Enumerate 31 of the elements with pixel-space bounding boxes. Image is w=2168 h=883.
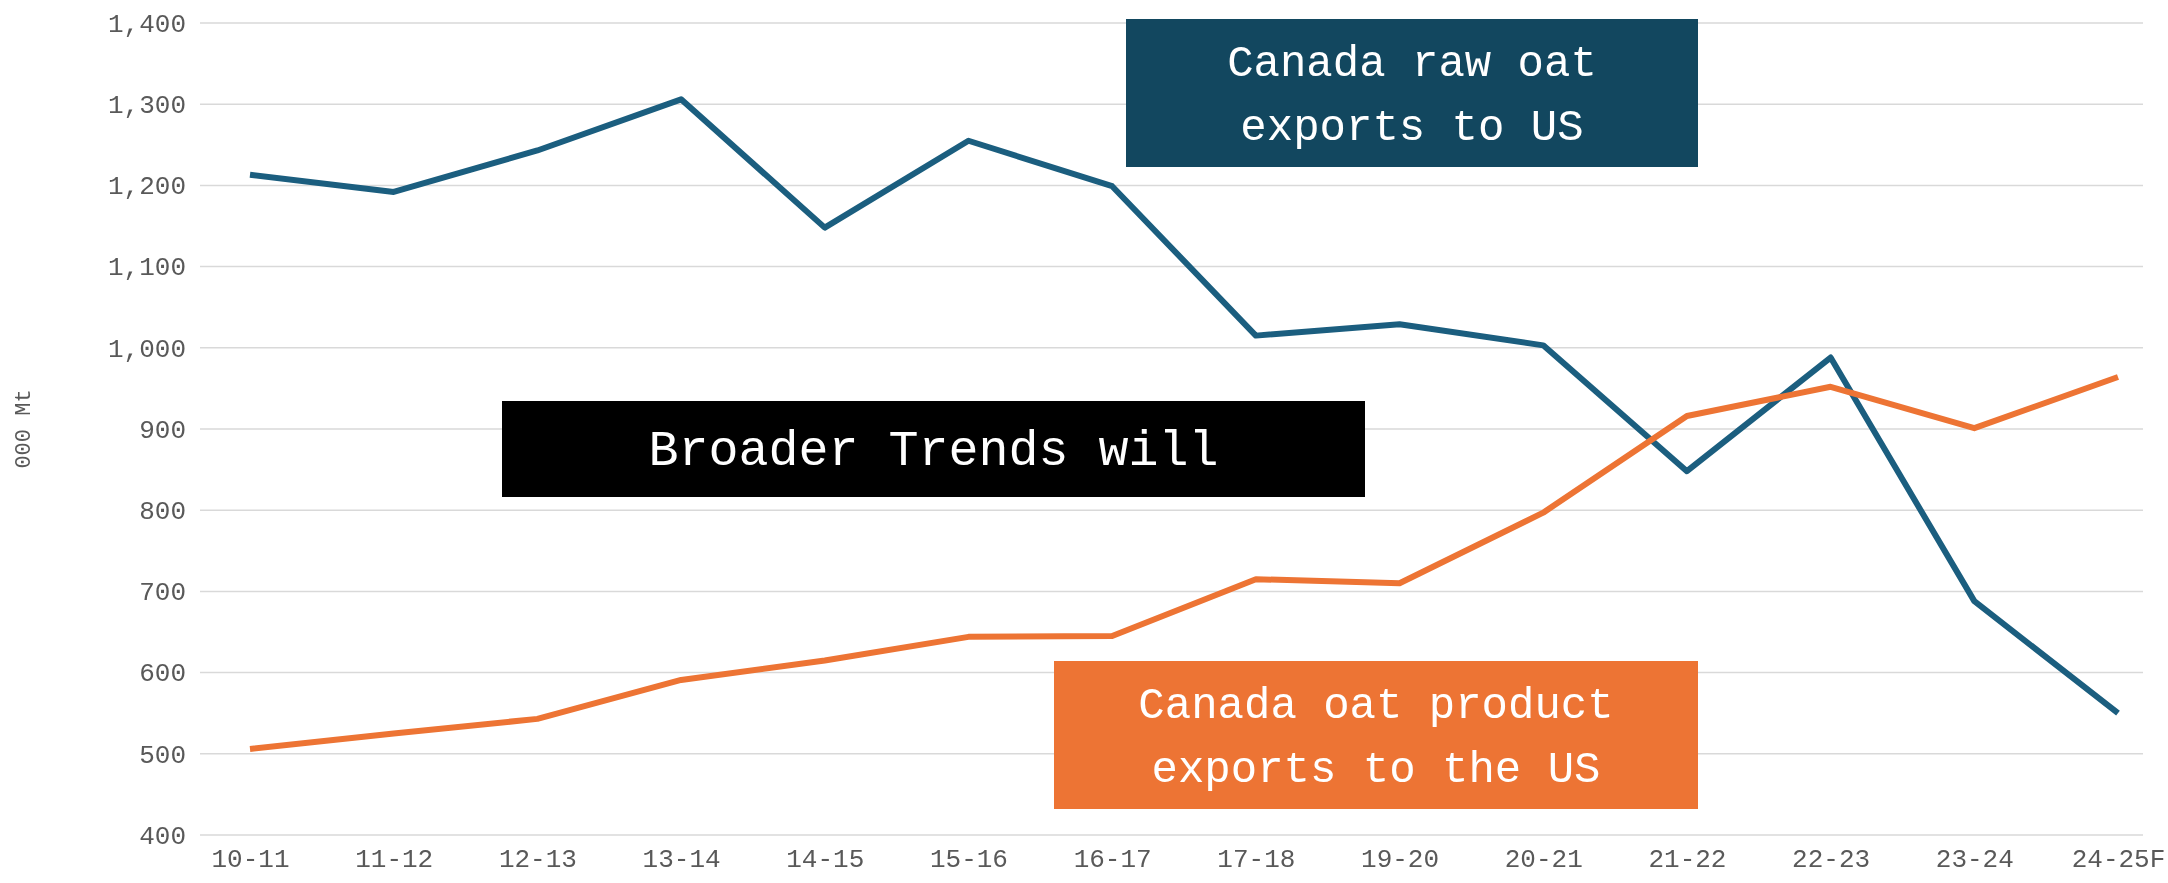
x-tick-label: 22-23 — [1792, 845, 1871, 876]
y-axis-title: 000 Mt — [12, 389, 37, 469]
x-tick-label: 20-21 — [1504, 845, 1583, 876]
x-tick-label: 19-20 — [1361, 845, 1440, 876]
x-tick-label: 12-13 — [498, 845, 577, 876]
x-tick-label: 24-25F — [2071, 845, 2166, 876]
series-label: Canada oat product exports to the US — [1138, 681, 1614, 795]
x-tick-label: 14-15 — [786, 845, 865, 876]
x-tick-label: 21-22 — [1648, 845, 1727, 876]
label-box: Canada oat product exports to the US — [1054, 661, 1698, 809]
y-tick-label: 1,200 — [107, 172, 186, 203]
y-tick-label: 1,000 — [107, 334, 186, 365]
x-tick-label: 23-24 — [1935, 845, 2014, 876]
annotation: Broader Trends will — [648, 423, 1219, 480]
x-tick-label: 16-17 — [1073, 845, 1152, 876]
y-tick-label: 1,100 — [107, 253, 186, 284]
y-tick-label: 800 — [139, 497, 186, 528]
y-tick-label: 600 — [139, 659, 186, 690]
y-tick-label: 1,400 — [107, 9, 186, 40]
note-box: Broader Trends will — [502, 401, 1365, 497]
label-box: Canada raw oat exports to US — [1126, 19, 1698, 167]
y-tick-label: 900 — [139, 415, 186, 446]
y-tick-label: 1,300 — [107, 91, 186, 122]
x-tick-label: 10-11 — [211, 845, 290, 876]
x-tick-label: 11-12 — [355, 845, 434, 876]
x-tick-label: 13-14 — [642, 845, 721, 876]
x-tick-label: 15-16 — [929, 845, 1008, 876]
y-tick-label: 400 — [139, 821, 186, 852]
x-tick-label: 17-18 — [1217, 845, 1296, 876]
y-tick-label: 700 — [139, 578, 186, 609]
y-tick-label: 500 — [139, 740, 186, 771]
